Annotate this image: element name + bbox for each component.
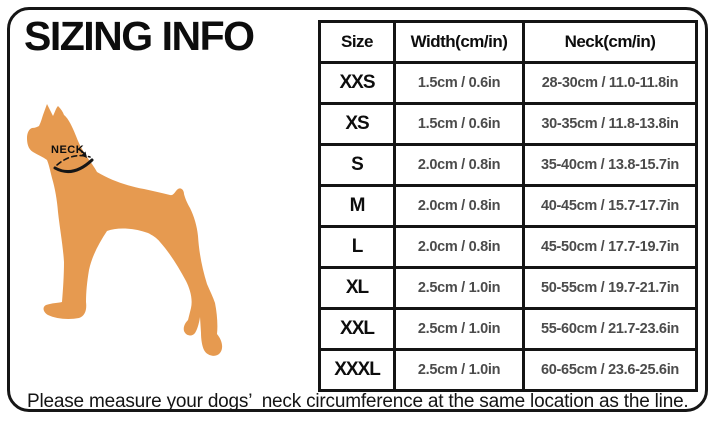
size-cell: XXXL — [318, 348, 396, 392]
width-cell: 2.5cm / 1.0in — [393, 266, 525, 310]
neck-cell: 55-60cm / 21.7-23.6in — [522, 307, 698, 351]
table-row: XXS 1.5cm / 0.6in 28-30cm / 11.0-11.8in — [318, 61, 698, 105]
table-header-row: Size Width(cm/in) Neck(cm/in) — [318, 20, 698, 64]
neck-cell: 30-35cm / 11.8-13.8in — [522, 102, 698, 146]
table-row: XS 1.5cm / 0.6in 30-35cm / 11.8-13.8in — [318, 102, 698, 146]
header-width: Width(cm/in) — [393, 20, 525, 64]
size-cell: XXL — [318, 307, 396, 351]
dog-silhouette-icon: NECK — [27, 104, 223, 356]
neck-cell: 28-30cm / 11.0-11.8in — [522, 61, 698, 105]
size-cell: L — [318, 225, 396, 269]
neck-label: NECK — [51, 144, 84, 156]
measurement-instruction: Please measure your dogs’ neck circumfer… — [27, 391, 689, 412]
page-title: SIZING INFO — [24, 13, 255, 59]
rounded-border-frame — [7, 7, 708, 412]
size-cell: XL — [318, 266, 396, 310]
neck-cell: 60-65cm / 23.6-25.6in — [522, 348, 698, 392]
table-row: M 2.0cm / 0.8in 40-45cm / 15.7-17.7in — [318, 184, 698, 228]
neck-line-solid — [53, 158, 94, 174]
table-row: XXXL 2.5cm / 1.0in 60-65cm / 23.6-25.6in — [318, 348, 698, 392]
neck-arrowhead-icon — [81, 151, 87, 158]
width-cell: 2.0cm / 0.8in — [393, 184, 525, 228]
neck-cell: 45-50cm / 17.7-19.7in — [522, 225, 698, 269]
width-cell: 1.5cm / 0.6in — [393, 61, 525, 105]
dog-neck-diagram: NECK — [25, 100, 235, 365]
size-cell: XS — [318, 102, 396, 146]
width-cell: 2.5cm / 1.0in — [393, 307, 525, 351]
width-cell: 2.5cm / 1.0in — [393, 348, 525, 392]
width-cell: 2.0cm / 0.8in — [393, 143, 525, 187]
sizing-table: Size Width(cm/in) Neck(cm/in) XXS 1.5cm … — [318, 20, 698, 392]
dog-body-shape — [27, 104, 223, 356]
neck-line-dashed — [56, 154, 91, 166]
width-cell: 1.5cm / 0.6in — [393, 102, 525, 146]
table-row: XXL 2.5cm / 1.0in 55-60cm / 21.7-23.6in — [318, 307, 698, 351]
table-row: S 2.0cm / 0.8in 35-40cm / 13.8-15.7in — [318, 143, 698, 187]
width-cell: 2.0cm / 0.8in — [393, 225, 525, 269]
header-size: Size — [318, 20, 396, 64]
size-cell: M — [318, 184, 396, 228]
size-cell: S — [318, 143, 396, 187]
neck-cell: 50-55cm / 19.7-21.7in — [522, 266, 698, 310]
table-row: XL 2.5cm / 1.0in 50-55cm / 19.7-21.7in — [318, 266, 698, 310]
table-row: L 2.0cm / 0.8in 45-50cm / 17.7-19.7in — [318, 225, 698, 269]
size-cell: XXS — [318, 61, 396, 105]
header-neck: Neck(cm/in) — [522, 20, 698, 64]
neck-cell: 35-40cm / 13.8-15.7in — [522, 143, 698, 187]
neck-cell: 40-45cm / 15.7-17.7in — [522, 184, 698, 228]
